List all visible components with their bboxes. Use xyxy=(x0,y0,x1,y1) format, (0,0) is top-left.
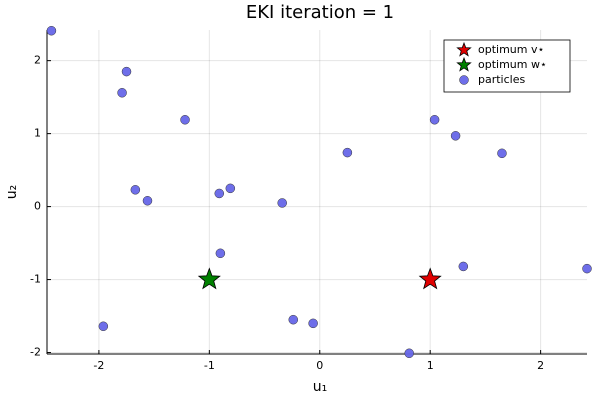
chart-title: EKI iteration = 1 xyxy=(246,2,394,23)
legend-label: optimum w⋆ xyxy=(478,58,547,71)
point xyxy=(308,318,318,329)
y-axis-label: u₂ xyxy=(4,185,20,200)
x-tick-label: 2 xyxy=(537,359,544,372)
x-axis-label: u₁ xyxy=(313,379,328,395)
point xyxy=(130,185,141,195)
point xyxy=(214,188,225,199)
point xyxy=(180,115,190,125)
star-marker xyxy=(456,56,472,72)
y-tick-label: -1 xyxy=(30,273,41,286)
y-tick-label: 1 xyxy=(34,127,41,140)
star-marker xyxy=(418,267,442,290)
point xyxy=(450,131,461,141)
x-tick-label: 0 xyxy=(316,359,323,372)
point xyxy=(404,348,414,359)
x-tick-label: 1 xyxy=(427,359,434,372)
point xyxy=(288,314,299,325)
point xyxy=(277,198,287,208)
point xyxy=(582,263,592,274)
point xyxy=(497,148,507,159)
x-tick-label: -1 xyxy=(204,359,215,372)
y-tick-label: 0 xyxy=(34,200,41,213)
point xyxy=(142,196,153,206)
point xyxy=(98,321,109,332)
legend-label: particles xyxy=(478,73,525,86)
legend-label: optimum v⋆ xyxy=(478,43,544,56)
point xyxy=(225,183,236,194)
point xyxy=(458,261,469,272)
point xyxy=(215,248,226,259)
point xyxy=(121,66,132,77)
point xyxy=(117,88,127,98)
star-marker xyxy=(197,267,221,290)
y-tick-label: 2 xyxy=(34,54,41,67)
point xyxy=(46,25,57,36)
point xyxy=(342,147,353,158)
star-marker xyxy=(456,41,472,57)
point xyxy=(429,115,440,125)
point xyxy=(459,75,469,85)
y-tick-label: -2 xyxy=(30,346,41,359)
x-tick-label: -2 xyxy=(93,359,104,372)
